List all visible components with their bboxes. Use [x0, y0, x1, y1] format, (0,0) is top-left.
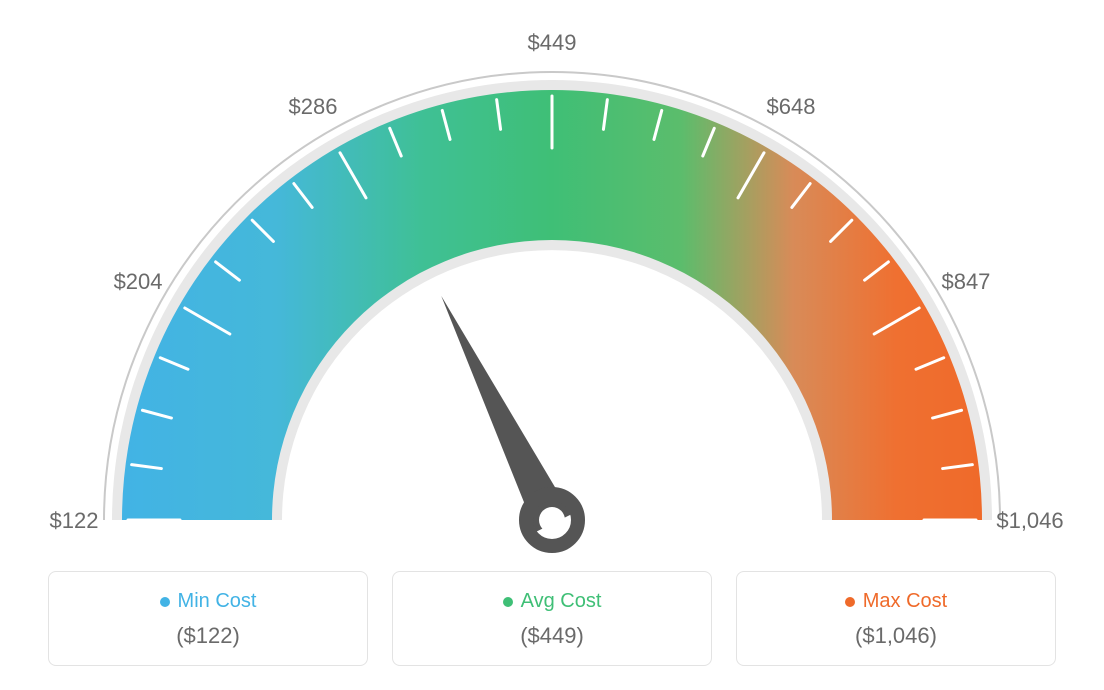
svg-text:$1,046: $1,046 [996, 508, 1063, 533]
svg-text:$648: $648 [767, 94, 816, 119]
legend-label-avg-text: Avg Cost [521, 590, 602, 613]
svg-text:$204: $204 [114, 269, 163, 294]
gauge-container: $122 $204 $286 $449 $648 $847 $1,046 [0, 0, 1104, 560]
legend-value-avg: ($449) [403, 623, 701, 649]
legend-label-min-text: Min Cost [178, 590, 257, 613]
gauge-chart: $122 $204 $286 $449 $648 $847 $1,046 [0, 0, 1104, 560]
legend-value-min: ($122) [59, 623, 357, 649]
legend-dot-max [845, 597, 855, 607]
legend-label-min: Min Cost [160, 590, 257, 613]
legend-label-avg: Avg Cost [503, 590, 602, 613]
legend-card-min: Min Cost ($122) [48, 571, 368, 666]
legend-card-max: Max Cost ($1,046) [736, 571, 1056, 666]
legend-dot-min [160, 597, 170, 607]
svg-text:$286: $286 [289, 94, 338, 119]
svg-text:$847: $847 [941, 269, 990, 294]
svg-text:$122: $122 [50, 508, 99, 533]
svg-text:$449: $449 [528, 30, 577, 55]
legend-label-max-text: Max Cost [863, 590, 947, 613]
legend-card-avg: Avg Cost ($449) [392, 571, 712, 666]
legend-value-max: ($1,046) [747, 623, 1045, 649]
legend-label-max: Max Cost [845, 590, 947, 613]
legend-dot-avg [503, 597, 513, 607]
legend-row: Min Cost ($122) Avg Cost ($449) Max Cost… [0, 571, 1104, 666]
